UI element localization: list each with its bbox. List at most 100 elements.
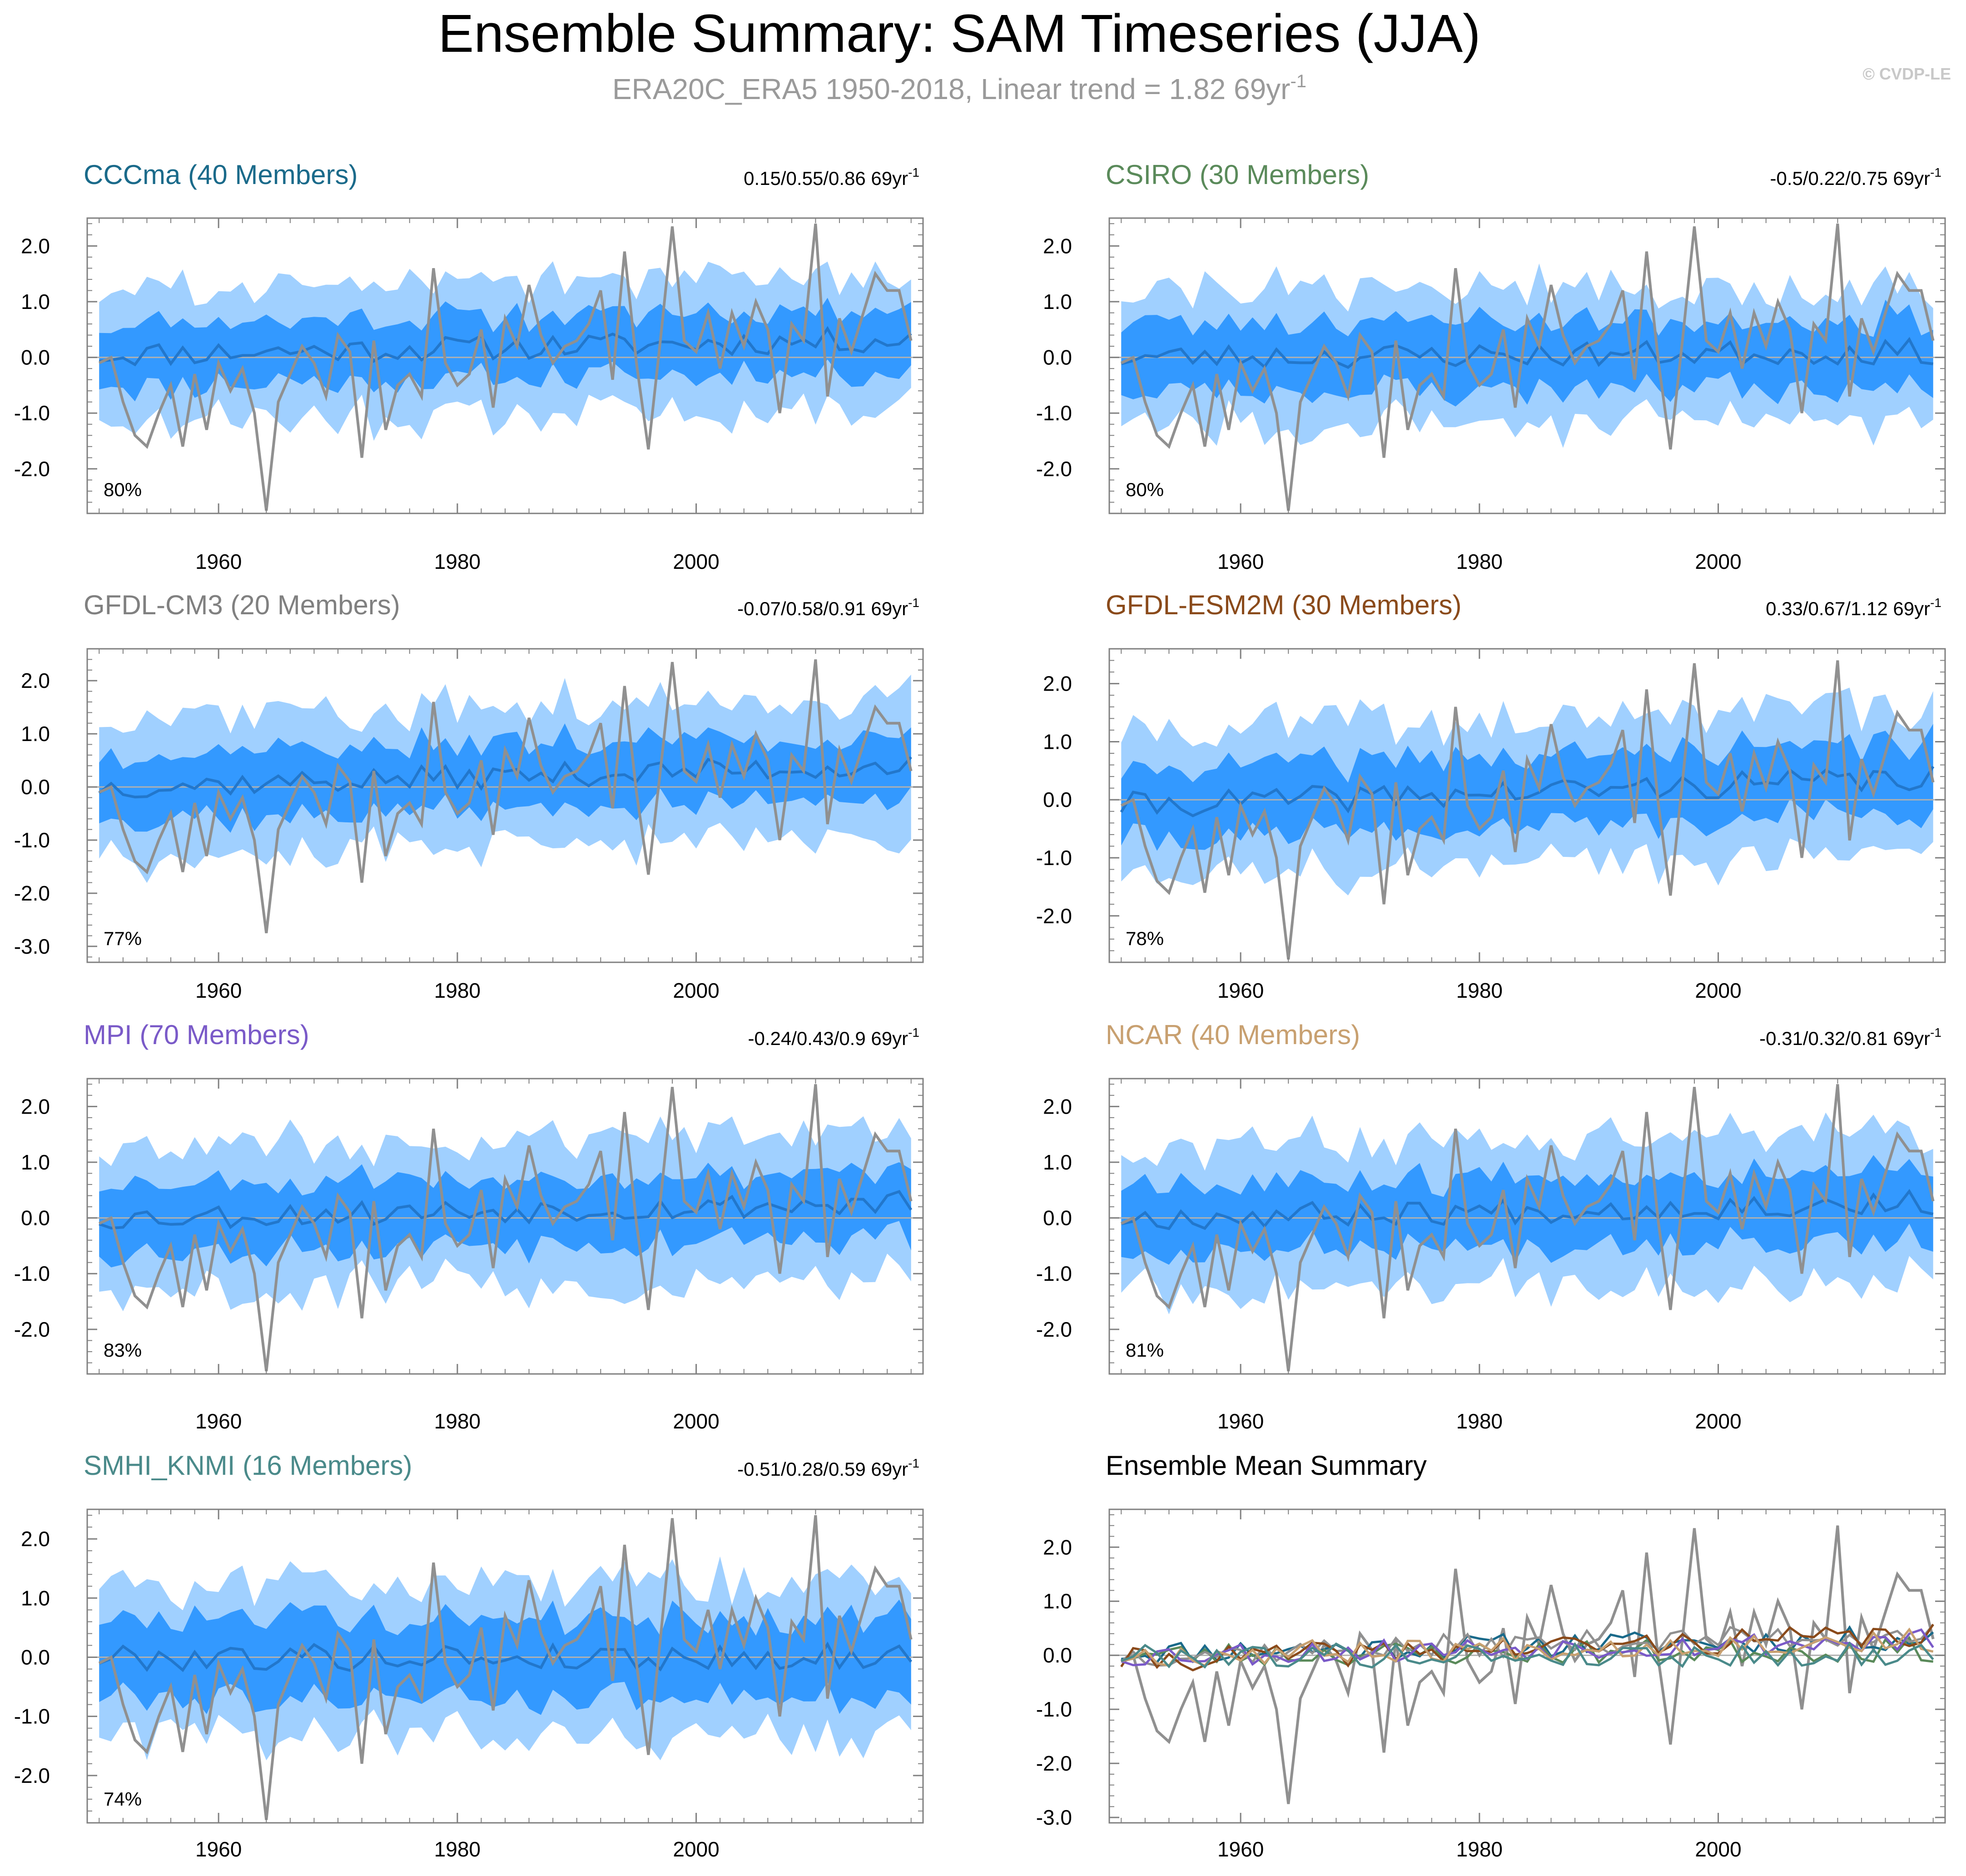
ensemble-mean-line xyxy=(99,1189,913,1230)
y-tick-label: 0.0 xyxy=(21,775,50,799)
inner-band-area xyxy=(99,723,911,833)
y-tick-label: 1.0 xyxy=(1043,1150,1072,1174)
panel-trend-text: -0.5/0.22/0.75 69yr xyxy=(1770,168,1931,189)
panel-plot-area xyxy=(1109,1084,1945,1372)
panel-plot-area xyxy=(87,1515,923,1820)
panel-trend-text: -0.24/0.43/0.9 69yr xyxy=(748,1028,909,1049)
panel-csiro: CSIRO (30 Members) -0.5/0.22/0.75 69yr-1 8… xyxy=(1036,159,1946,573)
x-tick-label: 1980 xyxy=(1456,1837,1503,1861)
y-tick-label: 0.0 xyxy=(1043,1206,1072,1230)
panel-percent-label: 80% xyxy=(1126,479,1164,500)
x-tick-label: 1960 xyxy=(1217,1837,1264,1861)
y-tick-label: -3.0 xyxy=(1036,1806,1072,1829)
panel-title: Ensemble Mean Summary xyxy=(1106,1450,1427,1481)
x-tick-label: 1980 xyxy=(434,1837,481,1861)
inner-band-area xyxy=(1121,299,1933,407)
inner-band-area xyxy=(99,1162,911,1268)
ensemble-mean-line xyxy=(99,1641,913,1672)
x-tick-label: 1960 xyxy=(195,550,242,573)
y-tick-label: 1.0 xyxy=(21,290,50,313)
inner-band-area xyxy=(1121,1155,1933,1265)
ensemble-mean-line xyxy=(99,326,912,367)
panel-trend-label: -0.24/0.43/0.9 69yr-1 xyxy=(748,1025,919,1049)
y-tick-label: 0.0 xyxy=(21,1206,50,1230)
x-tick-label: 2000 xyxy=(673,1837,719,1861)
panel-title: SMHI_KNMI (16 Members) xyxy=(84,1450,412,1481)
x-tick-label: 2000 xyxy=(1695,1837,1741,1861)
y-tick-label: -2.0 xyxy=(14,1764,50,1787)
panel-trend-text: -0.51/0.28/0.59 69yr xyxy=(737,1458,908,1480)
panel-mpi: MPI (70 Members) -0.24/0.43/0.9 69yr-1 83%… xyxy=(14,1020,924,1433)
x-tick-label: 2000 xyxy=(1695,979,1741,1002)
copyright-label: © CVDP-LE xyxy=(1862,65,1951,83)
panel-percent-label: 74% xyxy=(104,1788,142,1810)
ensemble-mean-line xyxy=(1121,337,1934,369)
panel-trend-text: -0.07/0.58/0.91 69yr xyxy=(737,598,908,619)
x-tick-label: 1980 xyxy=(1456,550,1503,573)
y-tick-label: 2.0 xyxy=(1043,1095,1072,1118)
y-tick-label: 1.0 xyxy=(21,1150,50,1174)
panel-title: CCCma (40 Members) xyxy=(84,159,357,190)
x-tick-label: 1980 xyxy=(434,979,481,1002)
y-tick-label: 1.0 xyxy=(21,1586,50,1610)
observations-line xyxy=(1121,223,1935,511)
panel-trend-sup: -1 xyxy=(908,596,919,610)
panel-smhi-knmi: SMHI_KNMI (16 Members) -0.51/0.28/0.59 69… xyxy=(14,1450,924,1861)
panel-percent-label: 77% xyxy=(104,928,142,949)
y-tick-label: 0.0 xyxy=(1043,346,1072,369)
x-tick-label: 1980 xyxy=(434,550,481,573)
panel-gfdl-esm2m: GFDL-ESM2M (30 Members) 0.33/0.67/1.12 69… xyxy=(1036,590,1946,1002)
y-tick-label: -2.0 xyxy=(14,457,50,481)
observations-line xyxy=(1120,660,1935,960)
y-tick-label: 1.0 xyxy=(21,722,50,746)
y-tick-label: 1.0 xyxy=(1043,1589,1072,1613)
y-tick-label: -2.0 xyxy=(1036,1318,1072,1341)
x-tick-label: 1980 xyxy=(434,1409,481,1433)
y-tick-label: 2.0 xyxy=(1043,1535,1072,1559)
panel-title: NCAR (40 Members) xyxy=(1106,1020,1360,1050)
panel-trend-text: 0.33/0.67/1.12 69yr xyxy=(1766,598,1930,619)
x-tick-label: 2000 xyxy=(673,979,719,1002)
panel-trend-label: -0.51/0.28/0.59 69yr-1 xyxy=(737,1456,919,1480)
y-tick-label: 1.0 xyxy=(1043,290,1072,313)
series-line-gfdl-esm2m xyxy=(1120,1623,1934,1672)
panel-trend-sup: -1 xyxy=(1930,1025,1941,1040)
figure-subtitle-sup: -1 xyxy=(1290,71,1306,91)
panel-trend-sup: -1 xyxy=(1930,165,1941,179)
panel-trend-label: 0.15/0.55/0.86 69yr-1 xyxy=(744,165,919,189)
panel-trend-sup: -1 xyxy=(908,165,919,179)
y-tick-label: 0.0 xyxy=(21,1645,50,1669)
y-tick-label: 2.0 xyxy=(1043,672,1072,696)
x-tick-label: 1980 xyxy=(1456,1409,1503,1433)
panel-percent-label: 78% xyxy=(1126,928,1164,949)
y-tick-label: 0.0 xyxy=(1043,788,1072,811)
y-tick-label: -2.0 xyxy=(14,1318,50,1341)
x-tick-label: 2000 xyxy=(673,550,719,573)
panel-title: MPI (70 Members) xyxy=(84,1020,309,1050)
panel-title: GFDL-CM3 (20 Members) xyxy=(84,590,400,620)
panel-title: CSIRO (30 Members) xyxy=(1106,159,1369,190)
y-tick-label: -2.0 xyxy=(1036,1752,1072,1775)
y-tick-label: -2.0 xyxy=(1036,457,1072,481)
panel-trend-label: -0.07/0.58/0.91 69yr-1 xyxy=(737,596,919,619)
y-tick-label: 2.0 xyxy=(21,669,50,692)
panel-trend-label: -0.31/0.32/0.81 69yr-1 xyxy=(1759,1025,1941,1049)
panel-percent-label: 83% xyxy=(104,1339,142,1361)
y-tick-label: -1.0 xyxy=(1036,846,1072,870)
y-tick-label: -1.0 xyxy=(1036,401,1072,425)
observations-line xyxy=(1121,1084,1935,1372)
x-tick-label: 2000 xyxy=(1695,550,1741,573)
panel-trend-sup: -1 xyxy=(908,1025,919,1040)
observations-line xyxy=(1121,1525,1935,1804)
x-tick-label: 1960 xyxy=(195,979,242,1002)
x-tick-label: 1960 xyxy=(1217,979,1264,1002)
ensemble-mean-line xyxy=(98,756,912,799)
panels-group: CCCma (40 Members) 0.15/0.55/0.86 69yr-1 8… xyxy=(14,159,1946,1861)
y-tick-label: 2.0 xyxy=(21,234,50,258)
panel-frame xyxy=(1108,1508,1946,1824)
panel-plot-area xyxy=(1109,223,1945,511)
y-tick-label: -2.0 xyxy=(14,881,50,905)
panel-plot-area xyxy=(87,223,923,511)
panel-plot-area xyxy=(1109,660,1945,960)
